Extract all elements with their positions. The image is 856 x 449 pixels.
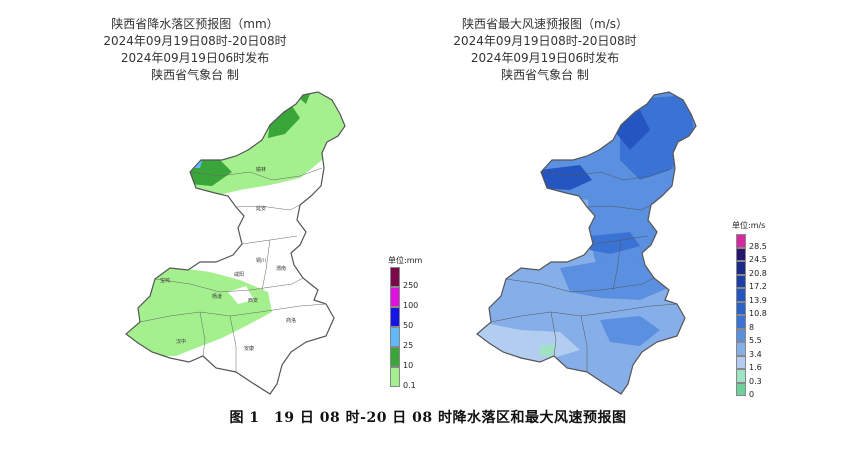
svg-text:铜川: 铜川 bbox=[256, 257, 266, 264]
wind-legend-swatch bbox=[736, 328, 746, 342]
precip-legend-swatch bbox=[390, 347, 400, 367]
svg-text:安康: 安康 bbox=[244, 345, 254, 352]
precip-legend-label: 100 bbox=[403, 301, 419, 310]
wind-legend-swatch bbox=[736, 382, 746, 396]
wind-legend-label: 3.4 bbox=[749, 349, 762, 359]
precip-legend-label: 250 bbox=[403, 281, 419, 290]
right-map-wind bbox=[476, 91, 697, 395]
wind-legend-label: 17.2 bbox=[749, 282, 767, 291]
wind-legend-swatch bbox=[736, 274, 746, 288]
precip-legend: 单位:mm 250 100 50 25 10 0.1 bbox=[388, 255, 438, 395]
left-map-precipitation: 榆林 延安 铜川 咸阳 渭南 宝鸡 杨凌 西安 商洛 汉中 安康 bbox=[125, 91, 346, 395]
wind-legend-swatch bbox=[736, 315, 746, 329]
left-map-title-block: 陕西省降水落区预报图（mm） 2024年09月19日08时-20日08时 202… bbox=[85, 16, 305, 84]
wind-legend-label: 5.5 bbox=[749, 336, 762, 345]
right-map-title: 陕西省最大风速预报图（m/s） bbox=[462, 17, 628, 31]
svg-text:宝鸡: 宝鸡 bbox=[160, 277, 170, 284]
wind-legend-label: 0.3 bbox=[749, 376, 762, 386]
svg-text:咸阳: 咸阳 bbox=[234, 271, 244, 278]
right-map-issued: 2024年09月19日06时发布 bbox=[470, 51, 620, 65]
wind-legend-swatch bbox=[736, 247, 746, 261]
left-map-issued: 2024年09月19日06时发布 bbox=[120, 51, 270, 65]
precip-legend-label: 10 bbox=[403, 361, 414, 370]
wind-legend-label: 20.8 bbox=[749, 268, 767, 278]
central-wind-5.5 bbox=[560, 258, 668, 300]
svg-text:延安: 延安 bbox=[256, 205, 266, 212]
svg-text:杨凌: 杨凌 bbox=[212, 293, 222, 300]
north-west-wind-13.9 bbox=[540, 165, 592, 190]
svg-text:汉中: 汉中 bbox=[176, 338, 186, 345]
precip-legend-swatch bbox=[390, 287, 400, 307]
south-wind-0.3 bbox=[540, 344, 556, 356]
south-dry-gap bbox=[228, 286, 254, 304]
wind-legend-label: 1.6 bbox=[749, 363, 762, 372]
wind-legend-swatch bbox=[736, 288, 746, 302]
wind-legend-label: 10.8 bbox=[749, 309, 767, 318]
wind-legend-swatch bbox=[736, 261, 746, 275]
wind-legend-label: 24.5 bbox=[749, 255, 767, 264]
svg-text:渭南: 渭南 bbox=[276, 265, 286, 272]
wind-legend: 单位:m/s 28.5 24.5 20.8 17.2 13.9 10.8 8 5.5 3.4 1.… bbox=[732, 220, 784, 399]
precip-legend-swatch bbox=[390, 327, 400, 347]
precip-legend-swatch bbox=[390, 307, 400, 327]
svg-text:榆林: 榆林 bbox=[256, 166, 266, 173]
wind-legend-swatch bbox=[736, 234, 746, 248]
precip-legend-unit: 单位:mm bbox=[388, 256, 423, 265]
central-wind-8 bbox=[590, 232, 640, 254]
left-map-title: 陕西省降水落区预报图（mm） bbox=[111, 17, 279, 31]
left-map-issuer: 陕西省气象台 制 bbox=[151, 68, 239, 82]
south-east-wind-5.5 bbox=[600, 316, 660, 346]
right-map-issuer: 陕西省气象台 制 bbox=[501, 68, 589, 82]
north-wind-13.9 bbox=[612, 110, 650, 150]
precip-legend-label: 50 bbox=[403, 321, 414, 330]
wind-legend-swatch bbox=[736, 342, 746, 356]
north-10mm-patch-2 bbox=[268, 106, 300, 138]
precip-legend-swatch bbox=[390, 267, 400, 287]
precip-legend-swatch bbox=[390, 367, 400, 387]
wind-legend-label: 28.5 bbox=[749, 241, 767, 251]
wind-legend-swatch bbox=[736, 301, 746, 315]
figure-caption: 图 1 19 日 08 时-20 日 08 时降水落区和最大风速预报图 bbox=[229, 410, 627, 426]
wind-legend-label: 8 bbox=[749, 322, 755, 332]
left-map-period: 2024年09月19日08时-20日08时 bbox=[103, 34, 287, 48]
wind-legend-label: 13.9 bbox=[749, 295, 767, 305]
right-map-title-block: 陕西省最大风速预报图（m/s） 2024年09月19日08时-20日08时 20… bbox=[430, 16, 660, 84]
svg-text:西安: 西安 bbox=[248, 297, 258, 304]
wind-legend-swatch bbox=[736, 369, 746, 383]
right-map-period: 2024年09月19日08时-20日08时 bbox=[453, 34, 637, 48]
wind-legend-label: 0 bbox=[749, 390, 755, 399]
precip-legend-label: 25 bbox=[403, 341, 414, 350]
wind-legend-swatch bbox=[736, 355, 746, 369]
precip-legend-label: 0.1 bbox=[403, 381, 416, 390]
wind-legend-unit: 单位:m/s bbox=[732, 221, 766, 230]
svg-text:商洛: 商洛 bbox=[286, 317, 296, 324]
